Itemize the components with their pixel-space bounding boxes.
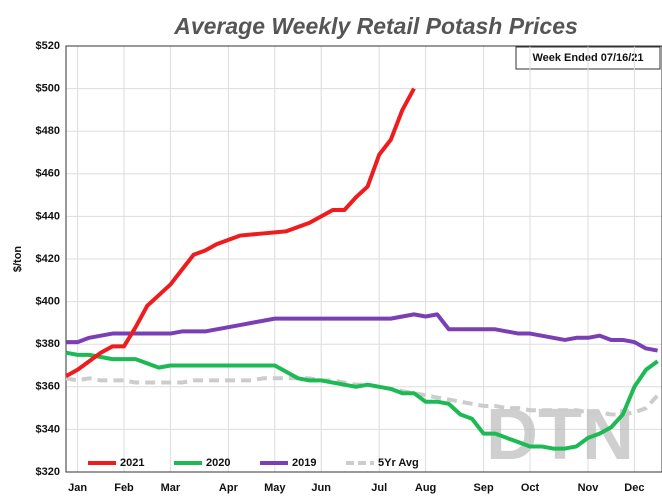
y-tick-label: $520 xyxy=(36,40,60,52)
x-tick-label: Oct xyxy=(521,482,540,494)
x-tick-label: Mar xyxy=(161,482,181,494)
legend-label: 2021 xyxy=(120,457,144,469)
x-tick-label: Nov xyxy=(578,482,600,494)
x-tick-label: Sep xyxy=(474,482,494,494)
y-tick-label: $440 xyxy=(36,210,60,222)
x-tick-label: Apr xyxy=(219,482,239,494)
series-line xyxy=(65,87,416,378)
series-line xyxy=(65,350,659,451)
y-axis-label: $/ton xyxy=(12,246,24,273)
legend-label: 2020 xyxy=(206,457,230,469)
y-tick-label: $420 xyxy=(36,253,60,265)
watermark: DTN xyxy=(486,395,634,475)
plot-frame xyxy=(65,45,662,473)
y-tick-label: $400 xyxy=(36,296,60,308)
y-tick-label: $360 xyxy=(36,381,60,393)
y-tick-label: $460 xyxy=(36,168,60,180)
x-tick-label: Jan xyxy=(68,482,87,494)
x-tick-label: Jun xyxy=(311,482,331,494)
series-line xyxy=(66,312,658,353)
y-tick-label: $320 xyxy=(36,466,60,478)
y-tick-label: $380 xyxy=(36,338,60,350)
legend-label: 5Yr Avg xyxy=(378,457,419,469)
x-tick-label: Feb xyxy=(114,482,134,494)
y-tick-label: $500 xyxy=(36,83,60,95)
x-tick-label: May xyxy=(264,482,286,494)
legend-label: 2019 xyxy=(292,457,316,469)
x-tick-label: Jul xyxy=(371,482,387,494)
y-tick-label: $480 xyxy=(36,125,60,137)
x-tick-label: Dec xyxy=(624,482,644,494)
chart-title: Average Weekly Retail Potash Prices xyxy=(173,13,578,39)
x-tick-label: Aug xyxy=(415,482,436,494)
y-tick-label: $340 xyxy=(36,423,60,435)
